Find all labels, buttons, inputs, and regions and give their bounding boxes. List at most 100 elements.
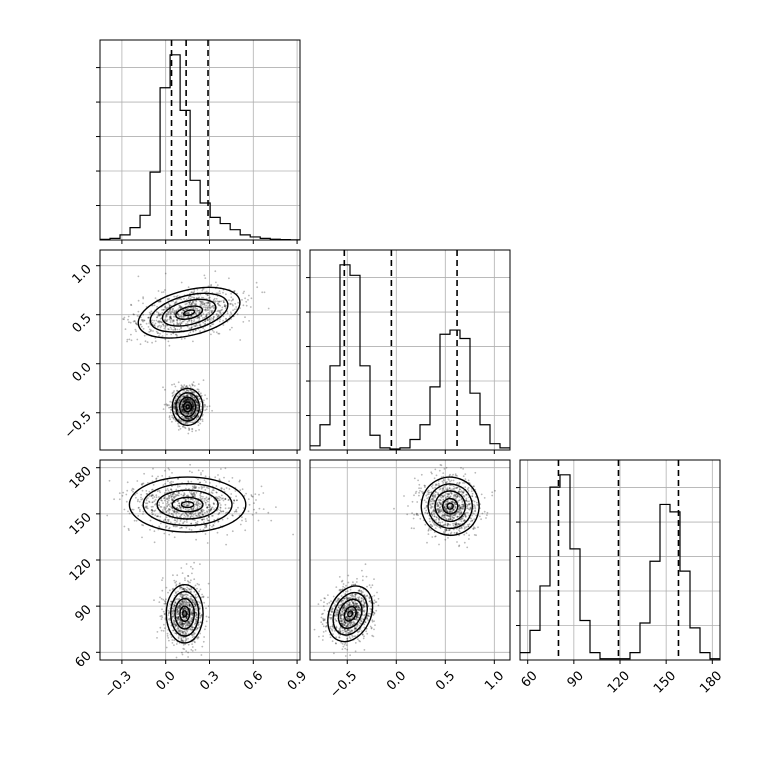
sample-point xyxy=(203,601,206,604)
sample-point xyxy=(358,598,360,600)
sample-point xyxy=(179,520,182,522)
sample-point xyxy=(454,522,456,525)
sample-point xyxy=(183,613,186,616)
sample-point xyxy=(188,603,191,606)
sample-point xyxy=(199,494,202,497)
sample-point xyxy=(150,509,153,512)
sample-point xyxy=(343,609,345,611)
sample-point xyxy=(426,490,429,493)
sample-point xyxy=(222,510,225,513)
sample-point xyxy=(167,618,170,621)
sample-point xyxy=(434,491,437,493)
sample-point xyxy=(355,605,358,608)
sample-point xyxy=(450,492,453,495)
sample-point xyxy=(200,487,203,490)
sample-point xyxy=(126,338,129,341)
sample-point xyxy=(164,289,166,291)
sample-point xyxy=(204,320,206,323)
sample-point xyxy=(197,512,200,515)
sample-point xyxy=(124,328,127,330)
sample-point xyxy=(183,589,186,592)
sample-point xyxy=(320,599,322,602)
sample-point xyxy=(164,388,166,391)
sample-point xyxy=(186,389,189,392)
sample-point xyxy=(198,590,201,593)
sample-point xyxy=(211,305,214,307)
sample-point xyxy=(180,586,183,589)
sample-point xyxy=(191,567,194,570)
sample-point xyxy=(175,319,178,321)
sample-point xyxy=(188,621,191,624)
sample-point xyxy=(192,301,194,303)
sample-point xyxy=(188,603,191,605)
sample-point xyxy=(195,418,198,421)
sample-point xyxy=(136,338,139,341)
sample-point xyxy=(451,516,454,519)
sample-point xyxy=(215,297,218,300)
sample-point xyxy=(446,481,448,483)
sample-point xyxy=(413,477,416,480)
sample-point xyxy=(181,408,184,411)
sample-point xyxy=(157,313,160,316)
sample-point xyxy=(442,524,445,526)
sample-point xyxy=(144,340,147,343)
sample-point xyxy=(191,495,194,497)
sample-point xyxy=(148,501,151,503)
sample-point xyxy=(182,607,185,610)
sample-point xyxy=(151,493,154,496)
sample-point xyxy=(208,497,211,500)
sample-point xyxy=(175,515,178,518)
sample-point xyxy=(352,602,355,605)
sample-point xyxy=(208,318,211,320)
sample-point xyxy=(143,319,146,322)
sample-point xyxy=(449,518,452,521)
sample-point xyxy=(188,604,191,607)
sample-point xyxy=(173,406,176,409)
sample-point xyxy=(178,393,181,396)
sample-point xyxy=(203,329,206,331)
sample-point xyxy=(194,329,197,332)
sample-point xyxy=(346,616,348,618)
sample-point xyxy=(164,338,167,341)
sample-point xyxy=(196,324,198,327)
sample-point xyxy=(346,616,348,618)
sample-point xyxy=(323,597,326,600)
sample-point xyxy=(468,503,471,506)
sample-point xyxy=(445,508,448,510)
sample-point xyxy=(345,602,348,605)
sample-point xyxy=(431,525,434,527)
sample-point xyxy=(443,523,446,526)
sample-point xyxy=(463,533,466,536)
sample-point xyxy=(156,490,159,493)
sample-point xyxy=(153,496,156,498)
sample-point xyxy=(458,515,461,518)
sample-point xyxy=(189,398,192,401)
density-contour xyxy=(156,489,219,520)
sample-point xyxy=(430,485,433,488)
sample-point xyxy=(466,500,469,503)
sample-point xyxy=(328,613,331,616)
sample-point xyxy=(447,537,449,539)
sample-point xyxy=(461,501,464,503)
sample-point xyxy=(130,333,132,336)
sample-point xyxy=(191,629,193,632)
sample-point xyxy=(172,613,174,615)
sample-point xyxy=(352,608,355,610)
sample-point xyxy=(154,297,157,299)
sample-point xyxy=(181,616,183,619)
sample-point xyxy=(170,333,173,336)
sample-point xyxy=(170,488,173,491)
sample-point xyxy=(456,495,459,498)
sample-point xyxy=(196,628,199,630)
sample-point xyxy=(450,484,452,487)
sample-point xyxy=(190,613,193,615)
sample-point xyxy=(167,637,170,639)
sample-point xyxy=(241,519,243,522)
sample-point xyxy=(204,306,206,309)
sample-point xyxy=(224,507,227,510)
sample-point xyxy=(462,503,465,506)
sample-point xyxy=(460,526,463,529)
sample-point xyxy=(457,499,460,502)
sample-point xyxy=(199,607,201,609)
sample-point xyxy=(168,304,171,306)
